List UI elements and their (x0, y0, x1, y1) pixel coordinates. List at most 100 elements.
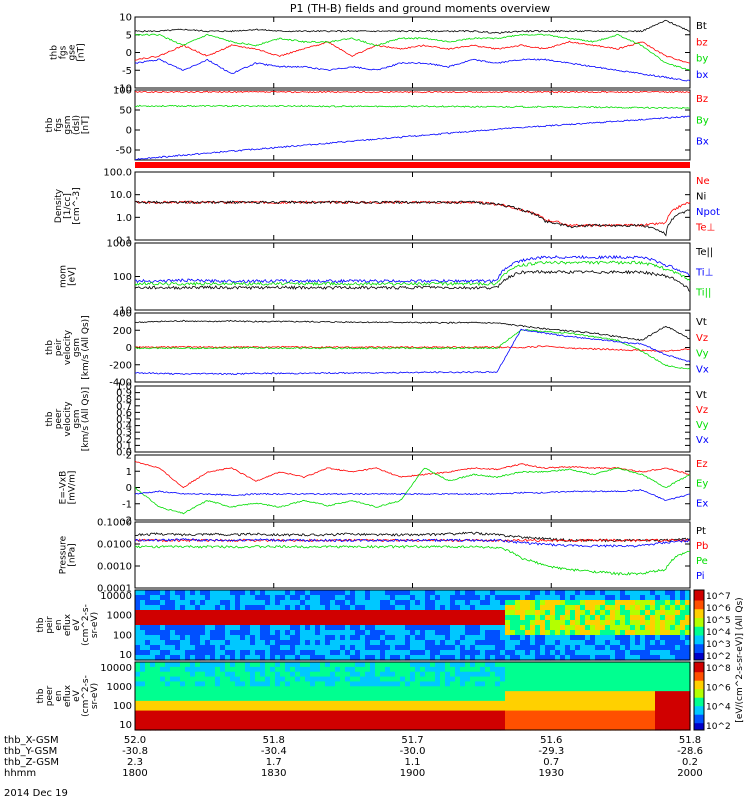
spectrogram-cell (300, 610, 306, 616)
spectrogram-cell (160, 705, 166, 712)
spectrogram-cell (175, 666, 181, 673)
spectrogram-cell (210, 595, 216, 601)
spectrogram-cell (390, 605, 396, 611)
spectrogram-cell (670, 725, 676, 731)
colorbar-tick-label: 10^6 (706, 683, 731, 693)
spectrogram-cell (410, 635, 416, 641)
spectrogram-cell (190, 671, 196, 678)
spectrogram-cell (330, 681, 336, 687)
spectrogram-cell (280, 681, 286, 687)
colorbar-segment (694, 684, 704, 687)
spectrogram-cell (560, 615, 566, 621)
x-axis-value: 0.2 (682, 757, 698, 768)
spectrogram-cell (600, 620, 606, 626)
spectrogram-cell (540, 635, 546, 641)
spectrogram-cell (460, 635, 466, 641)
spectrogram-cell (265, 635, 271, 641)
spectrogram-cell (435, 666, 441, 673)
spectrogram-cell (295, 620, 301, 626)
spectrogram-cell (410, 600, 416, 606)
spectrogram-cell (675, 705, 681, 712)
spectrogram-cell (365, 710, 371, 717)
spectrogram-cell (135, 710, 141, 717)
spectrogram-cell (485, 610, 491, 616)
spectrogram-cell (490, 700, 496, 707)
spectrogram-cell (430, 590, 436, 596)
spectrogram-cell (410, 691, 416, 697)
spectrogram-cell (660, 595, 666, 601)
spectrogram-cell (250, 681, 256, 687)
spectrogram-cell (250, 630, 256, 636)
spectrogram-cell (460, 605, 466, 611)
spectrogram-cell (300, 686, 306, 692)
spectrogram-cell (170, 645, 176, 651)
spectrogram-cell (505, 662, 511, 668)
spectrogram-cell (340, 630, 346, 636)
spectrogram-cell (355, 600, 361, 606)
spectrogram-cell (425, 696, 431, 702)
spectrogram-cell (325, 725, 331, 731)
spectrogram-cell (500, 650, 506, 656)
spectrogram-cell (500, 630, 506, 636)
spectrogram-cell (550, 595, 556, 601)
spectrogram-cell (295, 686, 301, 692)
spectrogram-cell (470, 700, 476, 707)
spectrogram-cell (275, 686, 281, 692)
spectrogram-cell (490, 590, 496, 596)
spectrogram-cell (400, 666, 406, 673)
spectrogram-cell (340, 671, 346, 678)
spectrogram-cell (490, 691, 496, 697)
spectrogram-cell (270, 630, 276, 636)
spectrogram-cell (350, 686, 356, 692)
spectrogram-cell (260, 676, 266, 683)
spectrogram-cell (470, 705, 476, 712)
spectrogram-cell (240, 600, 246, 606)
spectrogram-cell (665, 700, 671, 707)
spectrogram-cell (250, 640, 256, 646)
spectrogram-cell (375, 640, 381, 646)
spectrogram-cell (625, 640, 631, 646)
spectrogram-cell (540, 610, 546, 616)
spectrogram-cell (190, 676, 196, 683)
spectrogram-cell (365, 696, 371, 702)
spectrogram-cell (140, 686, 146, 692)
spectrogram-cell (400, 671, 406, 678)
spectrogram-cell (370, 630, 376, 636)
spectrogram-cell (190, 710, 196, 717)
spectrogram-cell (330, 655, 336, 661)
spectrogram-cell (500, 600, 506, 606)
spectrogram-cell (460, 645, 466, 651)
spectrogram-cell (525, 590, 531, 596)
spectrogram-cell (420, 691, 426, 697)
spectrogram-cell (655, 700, 661, 707)
spectrogram-cell (445, 605, 451, 611)
spectrogram-cell (380, 666, 386, 673)
spectrogram-cell (655, 715, 661, 721)
spectrogram-cell (290, 620, 296, 626)
spectrogram-cell (575, 681, 581, 687)
spectrogram-cell (555, 590, 561, 596)
spectrogram-cell (515, 691, 521, 697)
spectrogram-cell (480, 691, 486, 697)
spectrogram-cell (145, 635, 151, 641)
spectrogram-cell (440, 600, 446, 606)
spectrogram-cell (335, 666, 341, 673)
spectrogram-cell (455, 595, 461, 601)
spectrogram-cell (400, 635, 406, 641)
spectrogram-cell (345, 600, 351, 606)
spectrogram-cell (395, 635, 401, 641)
spectrogram-cell (290, 655, 296, 661)
spectrogram-cell (140, 720, 146, 726)
spectrogram-cell (230, 681, 236, 687)
spectrogram-cell (510, 620, 516, 626)
spectrogram-cell (665, 696, 671, 702)
spectrogram-cell (525, 715, 531, 721)
spectrogram-cell (560, 640, 566, 646)
spectrogram-cell (320, 696, 326, 702)
spectrogram-cell (665, 691, 671, 697)
spectrogram-cell (340, 590, 346, 596)
spectrogram-cell (195, 595, 201, 601)
spectrogram-cell (255, 720, 261, 726)
spectrogram-cell (440, 676, 446, 683)
spectrogram-cell (685, 700, 691, 707)
